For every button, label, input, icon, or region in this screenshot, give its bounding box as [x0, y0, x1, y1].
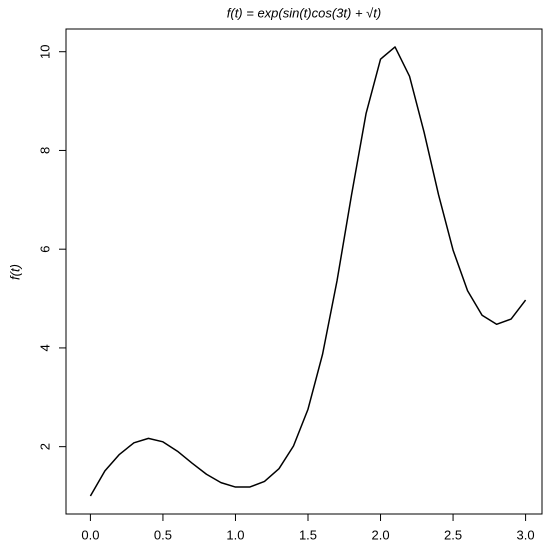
chart-title: f(t) = exp(sin(t)cos(3t) + √t) [227, 5, 382, 20]
x-tick-label: 0.0 [81, 527, 99, 542]
x-tick-label: 2.5 [444, 527, 462, 542]
y-tick-label: 2 [37, 443, 52, 450]
y-tick-label: 6 [37, 246, 52, 253]
y-axis-label: f(t) [7, 264, 22, 280]
x-tick-label: 1.0 [226, 527, 244, 542]
x-tick-label: 2.0 [371, 527, 389, 542]
y-tick-label: 10 [37, 44, 52, 58]
y-tick-label: 4 [37, 344, 52, 351]
x-tick-label: 1.5 [299, 527, 317, 542]
y-tick-label: 8 [37, 147, 52, 154]
x-tick-label: 0.5 [154, 527, 172, 542]
x-tick-label: 3.0 [517, 527, 535, 542]
line [89, 46, 527, 497]
